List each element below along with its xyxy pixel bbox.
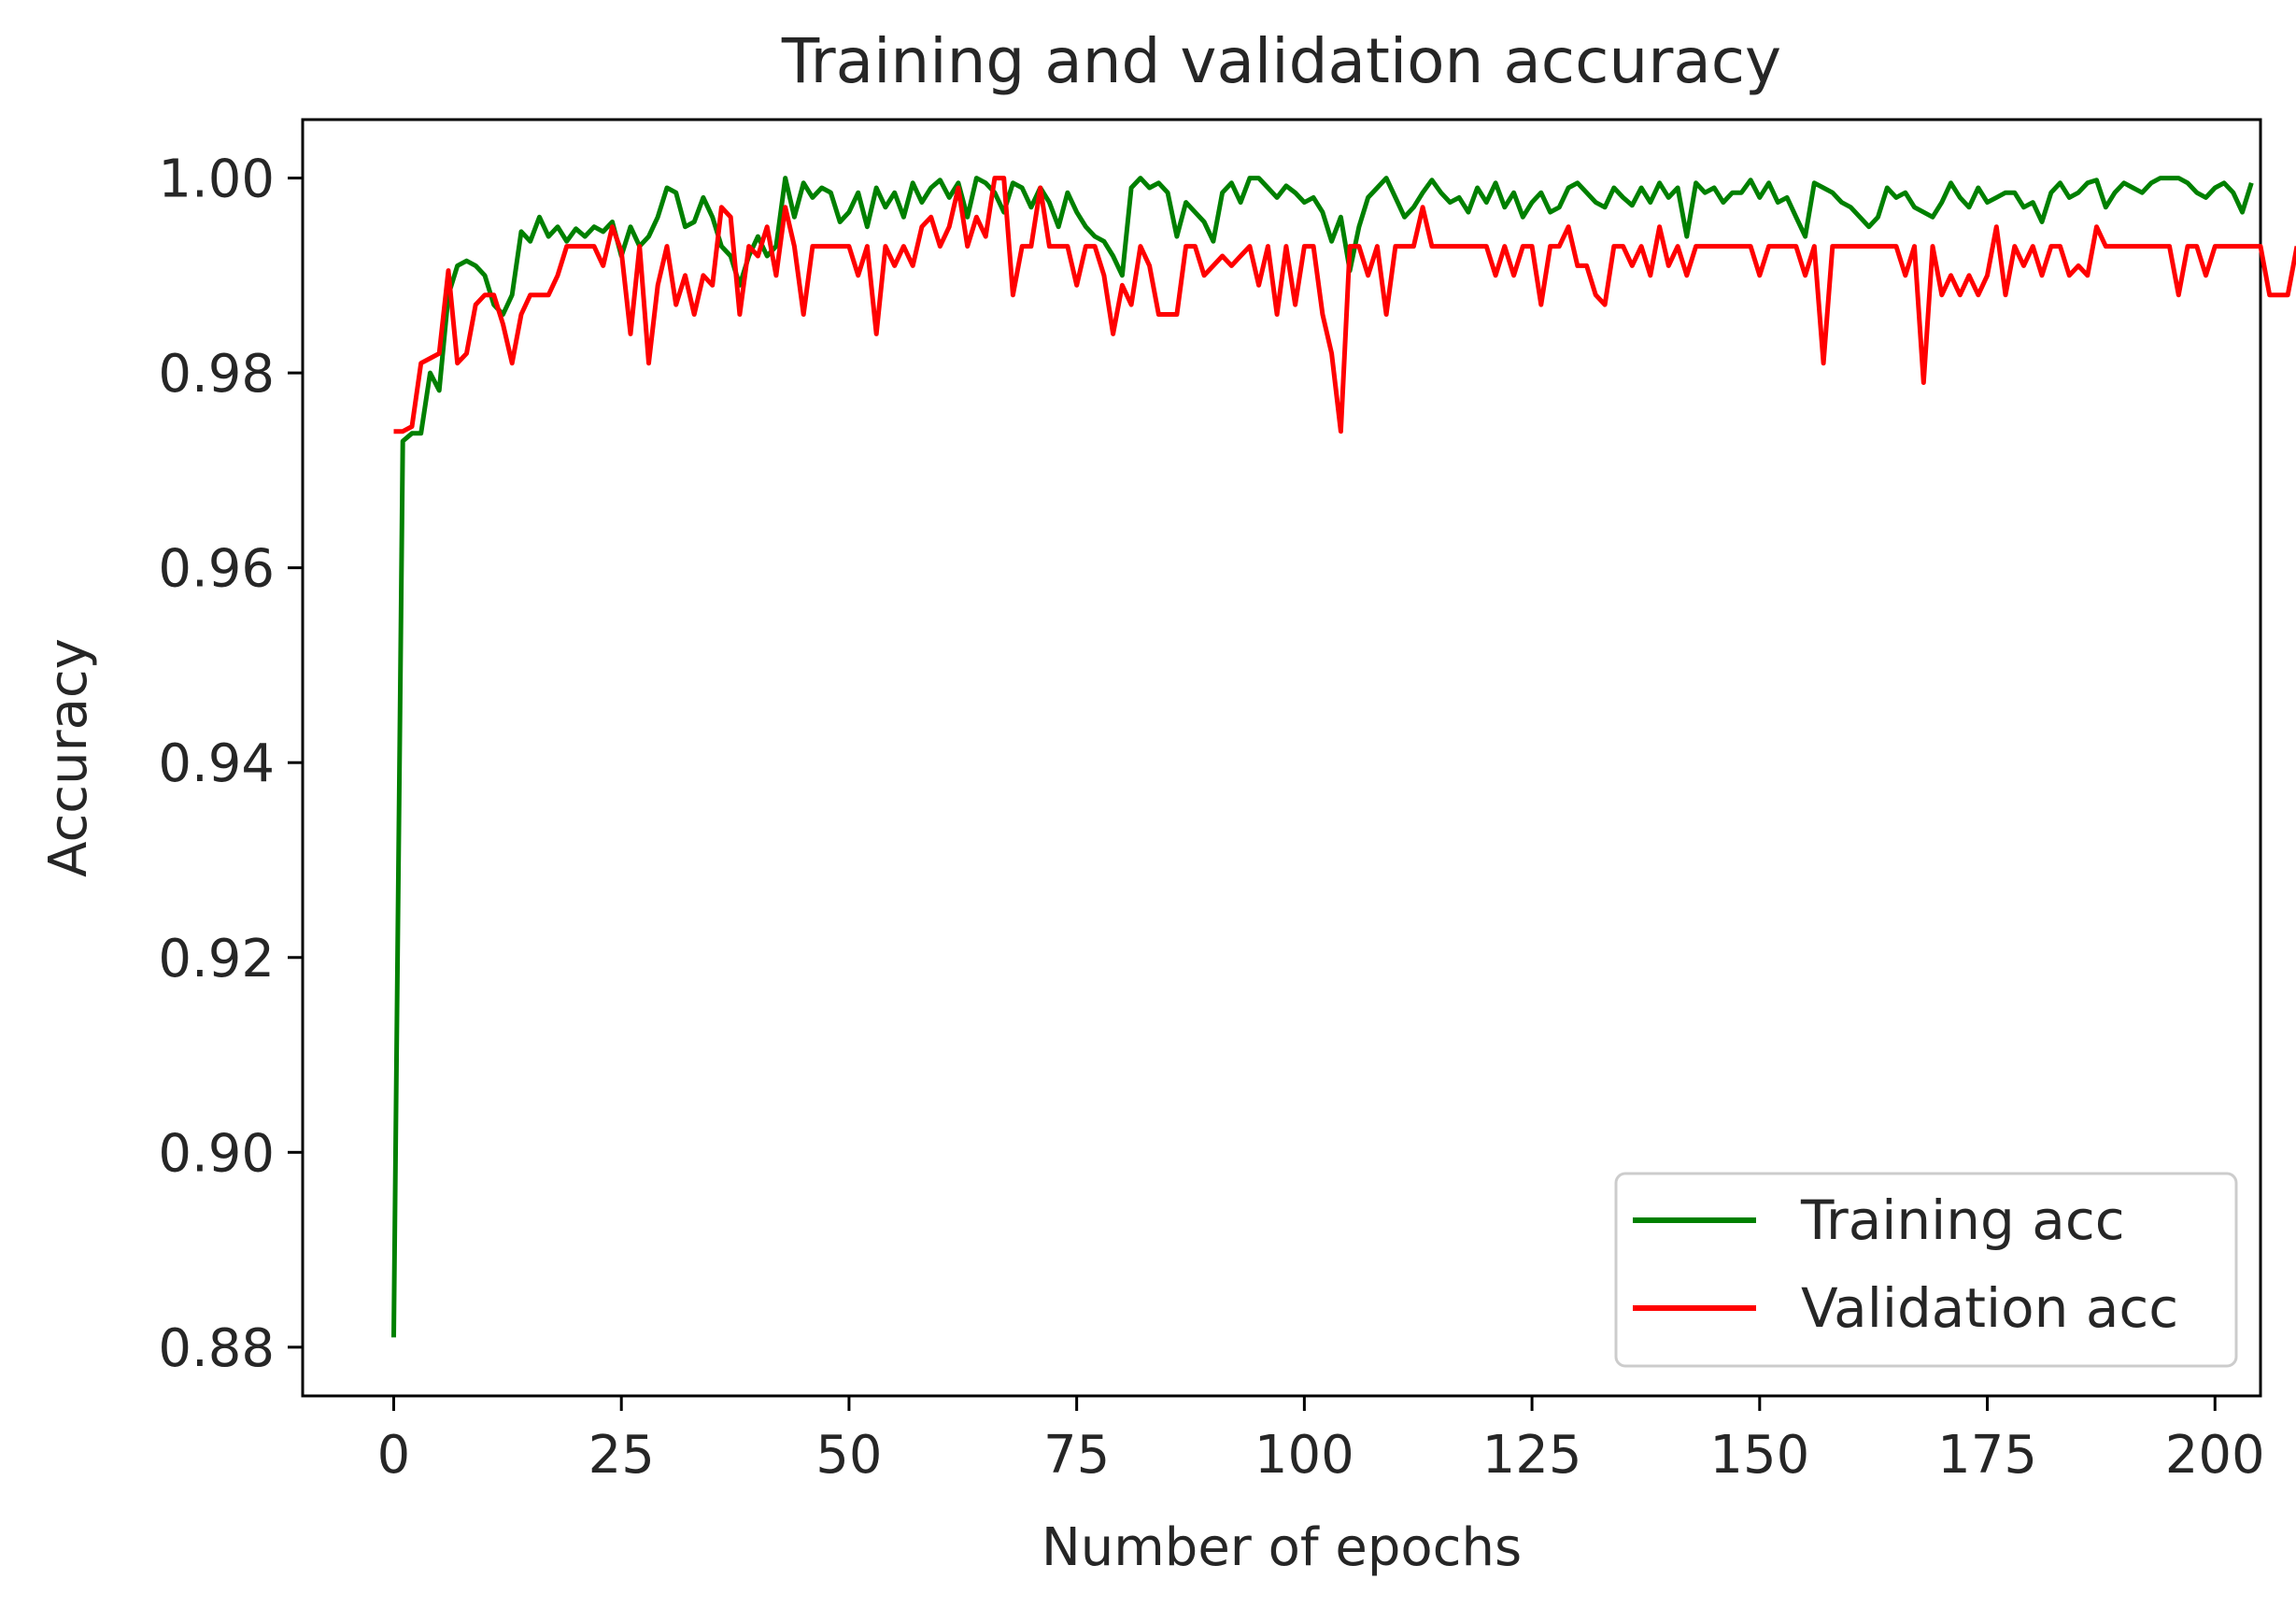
y-axis-label: Accuracy (38, 638, 99, 877)
y-tick-label: 0.88 (158, 1318, 275, 1379)
legend-label-validation: Validation acc (1801, 1276, 2178, 1340)
series-line-training-acc (391, 176, 2254, 1338)
y-tick-label: 0.90 (158, 1123, 275, 1184)
x-axis-label: Number of epochs (1042, 1517, 1522, 1578)
x-tick-label: 175 (1937, 1425, 2037, 1486)
series-lines (391, 176, 2296, 1338)
x-tick-label: 25 (588, 1425, 655, 1486)
legend-box (1614, 1172, 2238, 1368)
y-tick-label: 0.96 (158, 539, 275, 600)
series-line-validation-acc (393, 176, 2296, 434)
x-tick-label: 150 (1709, 1425, 1809, 1486)
legend: Training acc Validation acc (1614, 1172, 2238, 1368)
x-tick-label: 125 (1482, 1425, 1582, 1486)
x-tick-label: 50 (815, 1425, 882, 1486)
y-axis-ticks: 0.88 0.90 0.92 0.94 0.96 0.98 1.00 (158, 149, 303, 1379)
y-tick-label: 1.00 (158, 149, 275, 210)
x-axis-ticks: 0 25 50 75 100 125 150 175 200 (377, 1396, 2265, 1486)
y-tick-label: 0.98 (158, 344, 275, 405)
y-tick-label: 0.92 (158, 929, 275, 989)
y-tick-label: 0.94 (158, 733, 275, 794)
plot-area-frame (301, 118, 2262, 1398)
x-tick-label: 75 (1043, 1425, 1110, 1486)
x-tick-label: 0 (377, 1425, 411, 1486)
legend-label-training: Training acc (1800, 1188, 2125, 1252)
chart-title: Training and validation accuracy (781, 25, 1781, 97)
x-tick-label: 200 (2165, 1425, 2265, 1486)
x-tick-label: 100 (1254, 1425, 1354, 1486)
